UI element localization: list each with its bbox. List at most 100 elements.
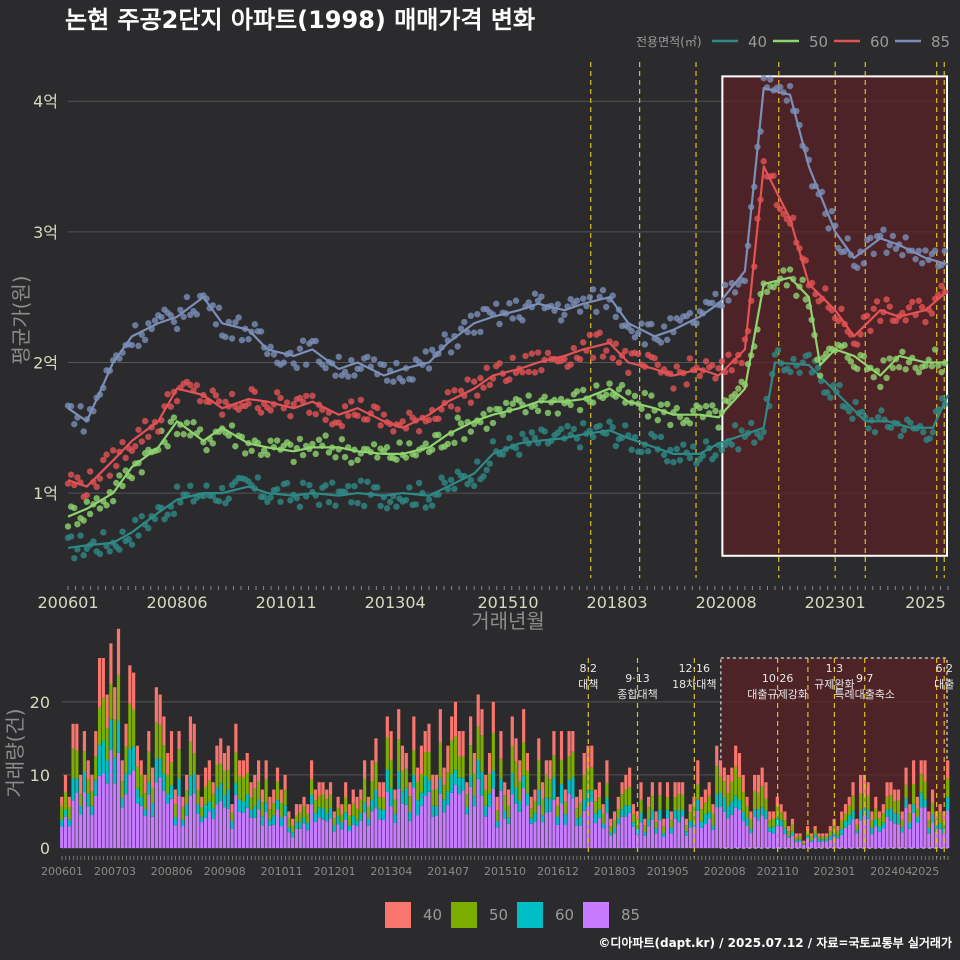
volume-bar-segment xyxy=(101,740,105,774)
volume-bar-segment xyxy=(487,773,492,794)
volume-bar-segment xyxy=(510,745,514,774)
volume-bar-segment xyxy=(677,782,681,794)
price-point xyxy=(74,474,81,481)
volume-bar-segment xyxy=(753,790,757,810)
volume-bar-segment xyxy=(889,795,893,809)
price-point xyxy=(486,381,494,389)
volume-bar-segment xyxy=(673,818,677,848)
volume-bar-segment xyxy=(169,762,174,786)
price-point xyxy=(644,448,652,455)
price-point xyxy=(818,295,826,302)
volume-bar-segment xyxy=(154,722,158,759)
price-point xyxy=(596,422,603,429)
volume-bar-segment xyxy=(321,782,325,795)
price-point xyxy=(483,425,490,432)
volume-bar-segment xyxy=(196,804,200,814)
volume-bar-segment xyxy=(465,782,469,795)
volume-bar-segment xyxy=(665,797,670,810)
volume-bar-segment xyxy=(241,801,246,813)
price-y-tick-label: 3억 xyxy=(33,223,58,242)
volume-bar-segment xyxy=(881,822,885,829)
volume-bar-segment xyxy=(408,782,412,797)
volume-bar-segment xyxy=(840,834,844,848)
volume-bar-segment xyxy=(450,716,454,741)
price-point xyxy=(393,456,400,463)
volume-bar-segment xyxy=(575,808,579,819)
volume-bar-segment xyxy=(381,782,386,798)
price-point xyxy=(686,309,694,317)
price-point xyxy=(693,460,700,467)
volume-bar-segment xyxy=(620,794,624,810)
volume-bar-segment xyxy=(896,789,901,800)
price-point xyxy=(870,373,877,381)
price-point xyxy=(790,355,797,363)
volume-bar-segment xyxy=(385,737,389,770)
volume-bar-segment xyxy=(257,809,261,848)
volume-bar-segment xyxy=(855,833,859,848)
price-point xyxy=(899,251,906,259)
price-point xyxy=(96,505,104,512)
volume-bar-segment xyxy=(434,789,439,806)
volume-bar-segment xyxy=(597,782,601,798)
volume-bar-segment xyxy=(124,773,128,795)
volume-bar-segment xyxy=(571,751,575,777)
volume-bar-segment xyxy=(260,816,264,826)
price-point xyxy=(64,480,72,487)
price-point xyxy=(215,398,223,405)
volume-bar-segment xyxy=(499,758,503,779)
volume-bar-segment xyxy=(347,815,352,826)
price-point xyxy=(364,416,371,423)
volume-bar-segment xyxy=(90,815,94,848)
volume-bar-segment xyxy=(669,833,673,848)
volume-bar-segment xyxy=(593,801,598,814)
volume-bar-segment xyxy=(113,783,117,848)
volume-bar-segment xyxy=(665,809,670,819)
event-name-label: 대책 xyxy=(578,678,598,691)
volume-bar-segment xyxy=(662,833,666,838)
price-point xyxy=(438,474,445,481)
volume-bar-segment xyxy=(453,701,458,737)
volume-bar-segment xyxy=(143,809,147,816)
price-point xyxy=(509,315,516,322)
price-point xyxy=(918,260,926,267)
volume-bar-segment xyxy=(340,829,344,848)
price-point xyxy=(245,400,252,407)
price-point xyxy=(886,242,893,249)
volume-bar-segment xyxy=(162,773,166,792)
volume-bar-segment xyxy=(230,828,234,848)
volume-bar-segment xyxy=(469,716,473,746)
volume-bar-segment xyxy=(930,822,935,848)
price-point xyxy=(858,408,866,415)
volume-bar-segment xyxy=(446,745,450,773)
volume-bar-segment xyxy=(82,792,87,848)
volume-bar-segment xyxy=(397,709,401,740)
event-date-label: 9·13 xyxy=(625,672,650,685)
price-point xyxy=(103,502,110,509)
volume-bar-segment xyxy=(681,782,685,795)
price-point xyxy=(251,388,258,395)
price-point xyxy=(838,305,845,313)
price-point xyxy=(383,505,391,512)
volume-bar-segment xyxy=(461,731,465,757)
price-point xyxy=(80,428,87,435)
volume-bar-segment xyxy=(590,767,594,791)
price-point xyxy=(71,504,78,512)
volume-bar-segment xyxy=(605,797,609,814)
price-point xyxy=(225,495,232,502)
price-point xyxy=(180,313,187,320)
volume-bar-segment xyxy=(412,787,416,848)
price-point xyxy=(222,333,229,341)
price-x-tick-label: 201510 xyxy=(477,593,538,612)
volume-bar-segment xyxy=(71,748,75,779)
price-point xyxy=(657,401,665,408)
volume-bar-segment xyxy=(238,799,242,812)
price-point xyxy=(519,317,526,324)
price-point xyxy=(332,502,339,509)
volume-bar-segment xyxy=(896,799,901,815)
volume-bar-segment xyxy=(760,815,764,848)
volume-bar-segment xyxy=(419,792,423,806)
price-point xyxy=(915,297,923,304)
price-point xyxy=(870,250,877,258)
price-point xyxy=(609,354,616,362)
